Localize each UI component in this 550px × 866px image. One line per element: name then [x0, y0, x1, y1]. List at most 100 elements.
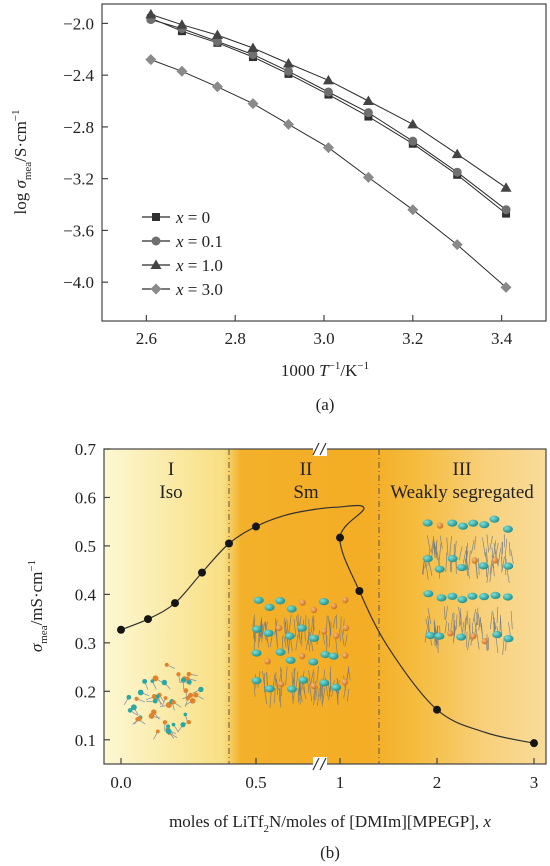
- chart-b-points-group: [117, 522, 538, 748]
- legend-entry-1: x = 0.1: [142, 232, 223, 251]
- chart-a-point: [362, 171, 374, 183]
- region-1-numeral: I: [168, 459, 174, 480]
- chart-a-point: [408, 136, 418, 146]
- chart-a-panel-label: (a): [316, 395, 335, 414]
- chart-b-y-tick-label: 0.5: [75, 537, 96, 556]
- region-1-name: Iso: [159, 482, 182, 503]
- chart-a-x-tick-label: 3.2: [402, 329, 423, 348]
- chart-b-ticks: 0.1 0.2 0.3 0.4 0.5 0.6 0.7 0.0 0.5 1 2 3: [75, 440, 539, 792]
- chart-a-x-tick-label: 3.0: [313, 329, 334, 348]
- region-3-numeral: III: [453, 459, 472, 480]
- chart-a-point: [212, 37, 222, 47]
- chart-b-point: [530, 739, 538, 748]
- chart-b-y-tick-label: 0.6: [75, 488, 96, 507]
- chart-a-point: [500, 281, 512, 293]
- chart-a-y-tick-label: −2.0: [63, 14, 94, 33]
- chart-b-fit-curve: [120, 504, 535, 744]
- chart-b-y-tick-label: 0.2: [75, 682, 96, 701]
- chart-b-y-tick-label: 0.7: [75, 440, 97, 459]
- chart-a-series-group: [145, 8, 512, 293]
- chart-a-point: [451, 148, 463, 159]
- chart-a-point: [323, 87, 333, 97]
- chart-a-series-1: [146, 15, 511, 215]
- legend-marker-triangle: [150, 259, 162, 269]
- chart-a-point: [500, 182, 512, 192]
- chart-a-point: [322, 142, 334, 154]
- chart-a-ticks: 2.6 2.8 3.0 3.2 3.4 −2.0 −2.4 −2.8 −3.2 −3.6 −4.0: [63, 14, 513, 348]
- chart-b-y-tick-label: 0.4: [75, 585, 97, 604]
- chart-a-point: [176, 65, 188, 77]
- axis-break-bottom: [312, 757, 327, 771]
- chart-a-series-line: [150, 59, 507, 288]
- chart-b-fit-curve-group: [120, 504, 535, 744]
- chart-a-series-line: [150, 19, 507, 211]
- chart-b-point: [198, 568, 206, 577]
- chart-b-point: [144, 615, 152, 624]
- axis-break-top: [312, 442, 327, 456]
- chart-a-point: [452, 167, 462, 177]
- chart-b-x-tick-label: 0.5: [245, 773, 266, 792]
- chart-a-point: [145, 54, 157, 66]
- legend-marker-square: [152, 213, 160, 221]
- legend-entry-0: x = 0: [142, 208, 210, 227]
- chart-a-y-tick-label: −2.4: [63, 66, 94, 85]
- chart-a-point: [247, 98, 259, 110]
- chart-a-point: [451, 239, 463, 251]
- chart-a-point: [283, 66, 293, 76]
- chart-b-x-axis-title: moles of LiTf2N/moles of [DMIm][MPEGP], …: [169, 812, 491, 835]
- chart-b-point: [336, 533, 344, 542]
- chart-b-background: [104, 449, 546, 764]
- chart-b-point: [252, 522, 260, 531]
- legend-entry-2: x = 1.0: [142, 256, 223, 275]
- chart-b-panel-label: (b): [320, 843, 340, 862]
- chart-a-point: [247, 42, 259, 52]
- chart-a-point: [248, 49, 258, 59]
- chart-a-point: [363, 108, 373, 118]
- chart-b-x-tick-label: 3: [530, 773, 539, 792]
- legend-entry-3: x = 3.0: [142, 280, 223, 299]
- chart-a-point: [145, 8, 157, 19]
- isotropic-molecules-illustration: [123, 662, 204, 740]
- legend-marker-circle: [151, 236, 161, 246]
- chart-a-point: [407, 204, 419, 216]
- chart-b-y-tick-label: 0.3: [75, 634, 96, 653]
- chart-a-x-tick-label: 3.4: [491, 329, 513, 348]
- chart-b-x-tick-label: 2: [433, 773, 442, 792]
- chart-a-point: [501, 205, 511, 215]
- chart-a-x-axis-title: 1000 T−1/K−1: [281, 360, 369, 380]
- chart-a-point: [407, 118, 419, 129]
- region-2-numeral: II: [300, 459, 313, 480]
- chart-a: 2.6 2.8 3.0 3.2 3.4−2.0−2.4−2.8−3.2−3.6−4.0 …: [10, 3, 547, 414]
- chart-b-point: [225, 539, 233, 548]
- chart-b-point: [117, 625, 125, 634]
- chart-b-y-axis-title: σmea/mS·cm−1: [26, 560, 50, 652]
- chart-a-y-tick-label: −4.0: [63, 273, 94, 292]
- chart-a-series-3: [145, 54, 512, 293]
- legend-label-2: x = 1.0: [175, 256, 223, 275]
- chart-a-point: [282, 118, 294, 130]
- chart-a-y-tick-label: −3.2: [63, 170, 94, 189]
- weakly-segregated-layers-illustration: [421, 515, 514, 655]
- chart-a-series-2: [145, 8, 512, 192]
- chart-b-point: [433, 705, 441, 714]
- chart-a-series-line: [150, 13, 507, 189]
- region-2-name: Sm: [293, 482, 319, 503]
- chart-b-x-tick-label: 1: [336, 773, 345, 792]
- chart-a-point: [211, 29, 223, 40]
- chart-a-point: [282, 58, 294, 68]
- legend-marker-diamond: [150, 283, 162, 295]
- chart-a-plot-frame: [101, 3, 547, 322]
- chart-b-point: [171, 599, 179, 608]
- chart-a-y-tick-label: −2.8: [63, 118, 94, 137]
- chart-a-point: [362, 95, 374, 106]
- legend-label-0: x = 0: [175, 208, 210, 227]
- chart-a-series-line: [150, 17, 507, 214]
- chart-b: I Iso II Sm III Weakly segregated 0.1 0.2…: [26, 440, 547, 862]
- legend-label-3: x = 3.0: [175, 280, 223, 299]
- chart-a-point: [322, 74, 334, 85]
- region-3-name: Weakly segregated: [390, 482, 534, 503]
- chart-a-point: [211, 81, 223, 93]
- chart-b-y-tick-label: 0.1: [75, 731, 96, 750]
- smectic-layers-illustration: [251, 596, 351, 708]
